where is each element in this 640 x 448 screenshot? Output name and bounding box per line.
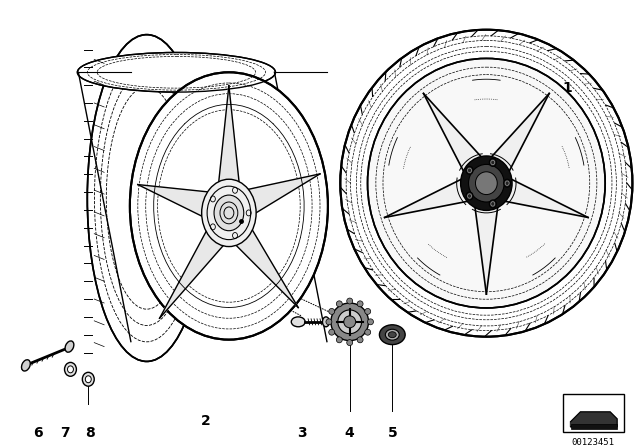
Ellipse shape [504, 179, 511, 187]
Text: 5: 5 [387, 426, 397, 440]
Text: 2: 2 [201, 414, 211, 428]
Ellipse shape [87, 34, 206, 362]
Ellipse shape [65, 362, 76, 376]
Ellipse shape [85, 376, 92, 383]
Ellipse shape [326, 319, 332, 325]
Ellipse shape [468, 164, 504, 202]
Polygon shape [504, 179, 588, 217]
Ellipse shape [331, 303, 369, 340]
Ellipse shape [329, 329, 335, 335]
Ellipse shape [347, 298, 353, 304]
Ellipse shape [476, 172, 497, 194]
Ellipse shape [380, 325, 405, 345]
Ellipse shape [65, 341, 74, 352]
Polygon shape [385, 179, 469, 217]
Bar [563, 394, 624, 432]
Ellipse shape [365, 309, 371, 314]
Ellipse shape [490, 200, 496, 208]
Text: 1: 1 [563, 81, 572, 95]
Ellipse shape [466, 192, 473, 200]
Polygon shape [231, 224, 298, 308]
Ellipse shape [347, 340, 353, 345]
Ellipse shape [466, 166, 473, 174]
Ellipse shape [83, 372, 94, 386]
Ellipse shape [357, 337, 363, 343]
Ellipse shape [367, 319, 374, 325]
Ellipse shape [323, 317, 330, 327]
Ellipse shape [344, 316, 356, 328]
Ellipse shape [385, 329, 399, 340]
Ellipse shape [340, 30, 632, 337]
Polygon shape [242, 174, 320, 216]
Ellipse shape [388, 332, 396, 338]
Text: 4: 4 [345, 426, 355, 440]
Ellipse shape [461, 156, 512, 211]
Polygon shape [570, 412, 617, 427]
Ellipse shape [365, 329, 371, 335]
Polygon shape [159, 225, 228, 318]
Ellipse shape [130, 72, 328, 340]
Text: 7: 7 [60, 426, 69, 440]
Polygon shape [218, 86, 240, 189]
Text: 3: 3 [298, 426, 307, 440]
Text: 8: 8 [85, 426, 95, 440]
Ellipse shape [357, 301, 363, 307]
Ellipse shape [337, 337, 342, 343]
Ellipse shape [337, 301, 342, 307]
Ellipse shape [202, 179, 256, 246]
Ellipse shape [291, 317, 305, 327]
Ellipse shape [367, 58, 605, 308]
Ellipse shape [490, 159, 496, 167]
Polygon shape [424, 94, 483, 172]
Polygon shape [475, 205, 498, 294]
Ellipse shape [77, 52, 275, 92]
Ellipse shape [338, 310, 362, 334]
Bar [570, 424, 617, 429]
Text: 00123451: 00123451 [572, 438, 615, 447]
Polygon shape [490, 94, 549, 172]
Polygon shape [138, 185, 214, 219]
Ellipse shape [214, 195, 244, 231]
Ellipse shape [67, 366, 74, 373]
Ellipse shape [22, 360, 30, 371]
Text: 6: 6 [33, 426, 43, 440]
Ellipse shape [329, 309, 335, 314]
